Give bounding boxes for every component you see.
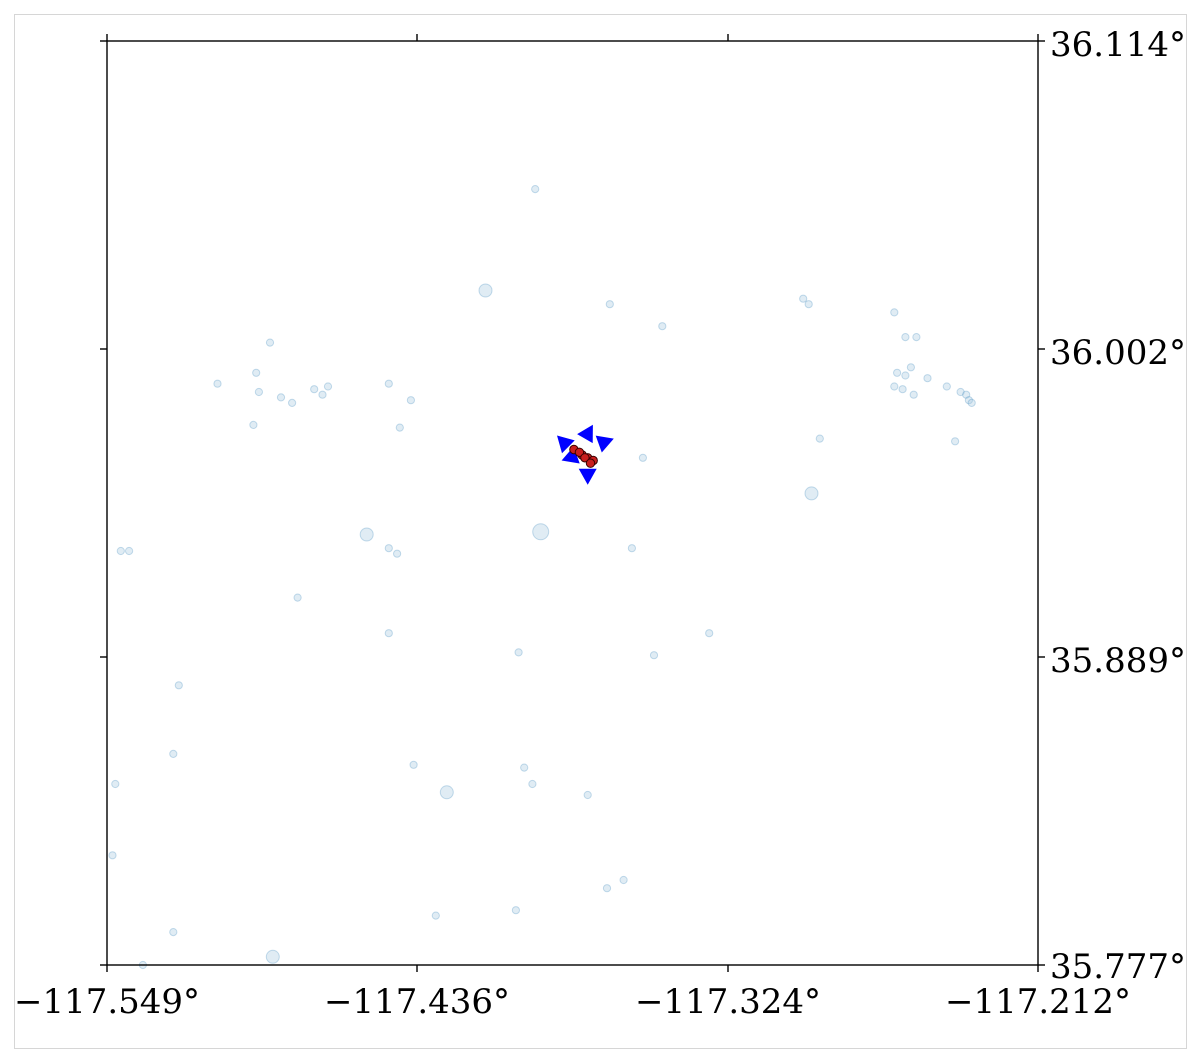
background-event-point — [583, 790, 592, 800]
background-event-point — [108, 851, 117, 860]
background-event-point — [384, 629, 393, 638]
background-event-point — [265, 338, 275, 347]
background-event-point — [318, 390, 327, 399]
arrow-marker — [578, 468, 597, 485]
background-event-point — [310, 385, 319, 394]
background-event-point — [169, 928, 178, 937]
background-event-point — [898, 385, 907, 394]
plot-frame — [106, 40, 1039, 966]
background-event-point — [520, 763, 529, 772]
background-event-point — [409, 760, 418, 769]
background-event-point — [906, 363, 916, 372]
background-event-point — [531, 185, 540, 194]
background-event-point — [901, 371, 910, 380]
cluster-event-point — [585, 458, 596, 468]
background-event-point — [964, 396, 974, 405]
background-event-point — [265, 949, 280, 964]
background-event-point — [439, 785, 454, 800]
background-event-point — [359, 527, 374, 542]
y-tick-label: 36.002° — [1050, 333, 1186, 373]
background-event-point — [942, 382, 951, 391]
background-event-point — [169, 749, 178, 759]
background-event-point — [431, 911, 440, 920]
background-event-point — [511, 906, 521, 915]
background-event-point — [249, 420, 258, 429]
background-event-point — [649, 651, 659, 660]
background-event-point — [638, 453, 648, 462]
background-event-point — [627, 544, 637, 553]
background-event-point — [967, 398, 976, 407]
background-event-point — [962, 390, 971, 399]
background-event-point — [815, 434, 824, 443]
background-event-point — [804, 486, 819, 501]
background-event-point — [478, 283, 493, 298]
background-event-point — [602, 884, 612, 893]
background-event-point — [901, 333, 910, 342]
x-tick-label: −117.324° — [635, 982, 821, 1022]
arrow-marker — [577, 424, 593, 444]
background-event-point — [528, 779, 537, 789]
background-event-point — [293, 593, 302, 602]
background-event-point — [951, 437, 960, 446]
y-tick-label: 35.889° — [1050, 641, 1186, 681]
background-event-point — [395, 423, 404, 432]
background-event-point — [956, 387, 965, 397]
arrows-layer — [557, 424, 614, 485]
background-event-point — [125, 546, 134, 556]
y-tick-label: 36.114° — [1050, 25, 1186, 65]
background-event-point — [605, 300, 614, 309]
background-event-point — [406, 396, 415, 405]
background-event-point — [705, 629, 714, 638]
background-event-point — [111, 779, 120, 789]
background-event-point — [384, 544, 393, 553]
cluster-event-point — [574, 447, 585, 457]
arrow-marker — [595, 435, 614, 453]
background-event-point — [213, 379, 222, 388]
background-event-point — [909, 390, 918, 399]
arrow-marker — [557, 435, 575, 454]
figure-frame — [14, 14, 1187, 1049]
arrow-marker — [561, 446, 580, 464]
background-event-point — [893, 368, 902, 377]
background-event-point — [116, 546, 125, 556]
background-events-layer — [108, 185, 976, 970]
background-event-point — [174, 681, 183, 690]
x-tick-label: −117.212° — [945, 982, 1131, 1022]
background-event-point — [276, 393, 286, 402]
background-event-point — [532, 523, 550, 541]
background-event-point — [890, 308, 899, 317]
background-event-point — [799, 294, 808, 303]
background-event-point — [912, 333, 921, 342]
background-event-point — [890, 382, 899, 391]
y-tick-label: 35.777° — [1050, 947, 1186, 987]
background-event-point — [393, 549, 402, 558]
background-event-point — [323, 382, 333, 391]
background-event-point — [252, 368, 261, 377]
cluster-event-point — [580, 453, 590, 463]
x-tick-label: −117.436° — [324, 982, 510, 1022]
plot-area — [107, 41, 1038, 965]
background-event-point — [619, 875, 628, 885]
background-event-point — [514, 648, 523, 657]
cluster-events-layer — [569, 444, 598, 468]
background-event-point — [804, 300, 813, 309]
x-tick-label: −117.549° — [14, 982, 200, 1022]
background-event-point — [923, 374, 932, 383]
background-event-point — [658, 322, 667, 331]
background-event-point — [288, 398, 297, 407]
background-event-point — [254, 387, 263, 397]
background-event-point — [384, 379, 393, 388]
